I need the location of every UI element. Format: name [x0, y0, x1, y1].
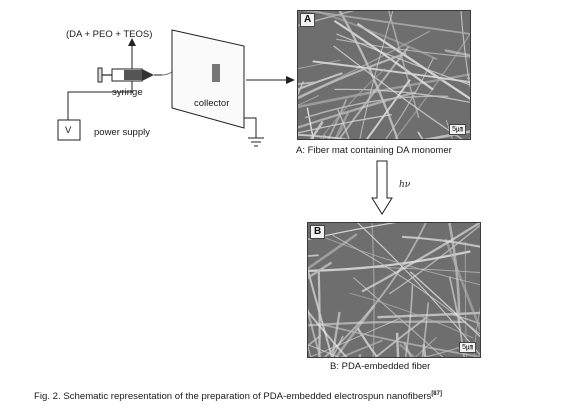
fiber-strand	[365, 78, 411, 139]
syringe-plunger-cap	[97, 67, 103, 83]
fiber-strand	[404, 284, 414, 357]
fiber-strand	[377, 311, 480, 319]
fiber-strand	[309, 318, 399, 357]
voltage-symbol: V	[65, 125, 72, 136]
figure-caption-text: Fig. 2. Schematic representation of the …	[34, 391, 432, 403]
fiber-texture-b	[308, 223, 480, 357]
panel-a-caption: A: Fiber mat containing DA monomer	[296, 145, 452, 156]
fiber-strand	[338, 45, 410, 139]
fiber-strand	[302, 11, 470, 35]
syringe-tip	[142, 69, 154, 81]
fiber-strand	[409, 271, 480, 338]
fiber-strand	[308, 267, 333, 357]
fiber-strand	[388, 224, 480, 295]
collector-deposit	[212, 64, 220, 82]
fiber-strand	[308, 233, 358, 270]
panel-b-caption: B: PDA-embedded fiber	[330, 361, 431, 372]
fiber-strand	[308, 223, 397, 241]
power-supply-label: power supply	[94, 127, 150, 138]
sem-panel-a: A 5㎛	[297, 10, 471, 140]
power-supply-box	[57, 119, 81, 141]
fiber-strand	[298, 72, 343, 91]
fiber-strand	[308, 344, 340, 357]
fiber-strand	[319, 68, 386, 139]
fiber-strand	[298, 133, 350, 139]
fiber-strand	[312, 60, 470, 84]
fiber-strand	[306, 107, 314, 139]
fiber-strand	[332, 234, 480, 335]
fiber-strand	[312, 232, 480, 286]
supply-wire-top	[67, 75, 133, 120]
fiber-strand	[336, 108, 350, 139]
fiber-strand	[318, 322, 480, 357]
fiber-strand	[349, 292, 474, 339]
fiber-strand	[339, 339, 383, 357]
fiber-strand	[374, 316, 427, 357]
panel-a-letter: A	[300, 13, 316, 27]
fiber-strand	[415, 337, 437, 357]
fiber-strand	[327, 99, 348, 139]
fiber-strand	[361, 223, 480, 293]
syringe-solution	[124, 70, 142, 80]
fiber-strand	[356, 22, 470, 100]
syringe-label: syringe	[112, 87, 143, 98]
fiber-strand	[353, 277, 444, 357]
fiber-strand	[298, 81, 317, 86]
fiber-strand	[356, 223, 480, 356]
fiber-strand	[422, 341, 476, 357]
fiber-strand	[464, 241, 467, 357]
panel-b-scale-label: 5㎛	[459, 342, 476, 353]
fiber-strand	[298, 95, 319, 106]
fiber-strand	[395, 332, 400, 357]
figure-caption: Fig. 2. Schematic representation of the …	[34, 391, 442, 402]
fiber-strand	[304, 95, 449, 119]
fiber-strand	[331, 311, 341, 357]
transition-arrow-shape	[371, 160, 393, 215]
ground-wire	[244, 117, 257, 138]
fiber-strand	[298, 11, 355, 27]
fiber-strand	[460, 11, 470, 90]
fiber-texture-a	[298, 11, 470, 139]
fiber-strand	[298, 81, 305, 96]
fiber-strand	[401, 11, 470, 14]
panel-a-scale-label: 5㎛	[449, 124, 466, 135]
fiber-strand	[313, 11, 438, 61]
fiber-strand	[370, 266, 480, 274]
fiber-strand	[317, 269, 321, 357]
fiber-strand	[298, 30, 431, 98]
fiber-strand	[308, 307, 322, 357]
solution-label: (DA + PEO + TEOS)	[66, 29, 153, 40]
fiber-strand	[393, 32, 470, 139]
transition-arrow	[371, 160, 393, 215]
fiber-strand	[444, 238, 480, 333]
panel-b-letter: B	[310, 225, 326, 239]
fiber-strand	[387, 11, 420, 119]
figure-caption-ref: [87]	[431, 391, 442, 397]
electrospinning-schematic	[57, 29, 295, 147]
collector-plate	[171, 29, 245, 129]
fiber-strand	[444, 49, 470, 57]
light-label: hν	[399, 180, 411, 190]
sem-panel-b: B 5㎛	[307, 222, 481, 358]
fiber-strand	[298, 113, 392, 134]
fiber-strand	[402, 235, 480, 248]
fiber-strand	[356, 327, 379, 357]
fiber-strand	[308, 310, 348, 357]
collector-label: collector	[194, 98, 230, 109]
fiber-strand	[298, 59, 341, 70]
schematic-to-panel-arrow-head	[286, 76, 295, 84]
fiber-strand	[336, 38, 470, 58]
fiber-strand	[334, 88, 470, 103]
fiber-strand	[334, 111, 350, 139]
feed-arrow-head	[128, 38, 136, 46]
fiber-strand	[298, 52, 407, 100]
fiber-strand	[308, 320, 466, 327]
fiber-strand	[421, 302, 430, 357]
